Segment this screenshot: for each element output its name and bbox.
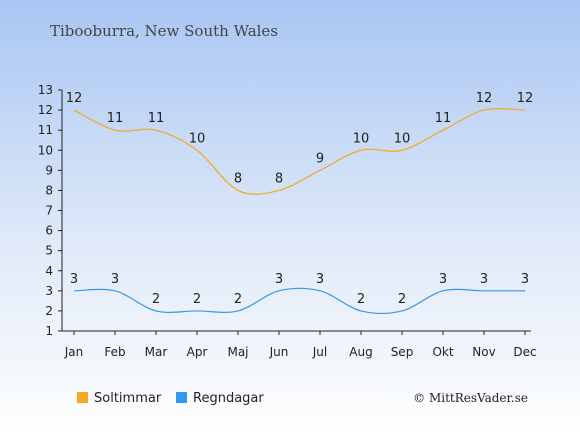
data-label: 8 [234, 171, 242, 186]
data-label: 3 [521, 272, 529, 287]
chart-title: Tibooburra, New South Wales [50, 22, 278, 40]
x-tick-label: Nov [472, 345, 495, 359]
legend-label-0: Soltimmar [94, 391, 162, 406]
data-label: 3 [480, 272, 488, 287]
y-tick-label: 1 [45, 324, 53, 338]
data-label: 11 [148, 111, 165, 126]
data-label: 12 [517, 91, 534, 106]
y-tick-label: 7 [45, 204, 53, 218]
series-line-1 [73, 287, 525, 315]
data-label: 3 [316, 272, 324, 287]
data-label: 2 [152, 292, 160, 307]
y-tick-label: 5 [45, 244, 53, 258]
y-tick-label: 8 [45, 183, 53, 197]
data-label: 2 [234, 292, 242, 307]
data-label: 2 [193, 292, 201, 307]
y-tick-label: 6 [45, 224, 53, 238]
x-tick-label: Jul [312, 345, 327, 359]
data-label: 12 [476, 91, 493, 106]
y-tick-label: 11 [38, 123, 53, 137]
data-label: 12 [66, 91, 83, 106]
data-label: 2 [398, 292, 406, 307]
series-layer [73, 108, 526, 315]
x-tick-label: Dec [513, 345, 536, 359]
y-tick-label: 13 [38, 83, 53, 97]
x-tick-label: Jan [64, 345, 84, 359]
data-label: 3 [439, 272, 447, 287]
y-tick-label: 9 [45, 163, 53, 177]
x-tick-label: Jun [269, 345, 289, 359]
data-label: 9 [316, 151, 324, 166]
data-label: 3 [70, 272, 78, 287]
y-tick-label: 3 [45, 284, 53, 298]
y-tick-label: 2 [45, 304, 53, 318]
data-label: 11 [435, 111, 452, 126]
x-tick-label: Apr [187, 345, 208, 359]
labels-layer: 12 11 11 10 8 8 9 10 10 11 12 12 3 3 2 2 2 3 3 2 2 3 3 3 [66, 91, 534, 307]
legend: Soltimmar Regndagar [77, 391, 264, 406]
data-label: 2 [357, 292, 365, 307]
x-tick-label: Okt [432, 345, 453, 359]
data-label: 11 [107, 111, 124, 126]
data-label: 10 [394, 131, 411, 146]
x-tick-label: Sep [391, 345, 414, 359]
x-tick-label: Aug [349, 345, 372, 359]
data-label: 10 [353, 131, 370, 146]
data-label: 3 [275, 272, 283, 287]
x-tick-label: Maj [227, 345, 248, 359]
x-tick-label: Mar [145, 345, 168, 359]
legend-swatch-1 [176, 392, 187, 403]
legend-label-1: Regndagar [193, 391, 264, 406]
data-label: 3 [111, 272, 119, 287]
credit-text: © MittResVader.se [413, 391, 528, 405]
legend-swatch-0 [77, 392, 88, 403]
x-tick-label: Feb [104, 345, 125, 359]
series-line-0 [73, 108, 526, 195]
y-tick-label: 4 [45, 264, 53, 278]
y-tick-label: 12 [38, 103, 53, 117]
data-label: 10 [189, 131, 206, 146]
y-tick-label: 10 [38, 143, 53, 157]
data-label: 8 [275, 171, 283, 186]
